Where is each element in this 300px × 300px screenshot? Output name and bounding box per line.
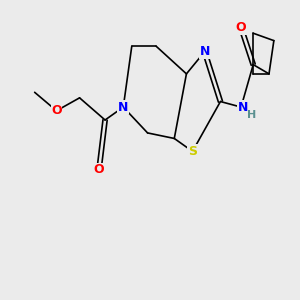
Text: O: O [51,104,62,117]
Text: N: N [200,45,210,58]
Text: O: O [236,21,246,34]
Text: N: N [118,100,128,114]
Text: S: S [188,145,197,158]
Text: H: H [247,110,256,120]
Text: O: O [94,163,104,176]
Text: N: N [237,100,248,114]
